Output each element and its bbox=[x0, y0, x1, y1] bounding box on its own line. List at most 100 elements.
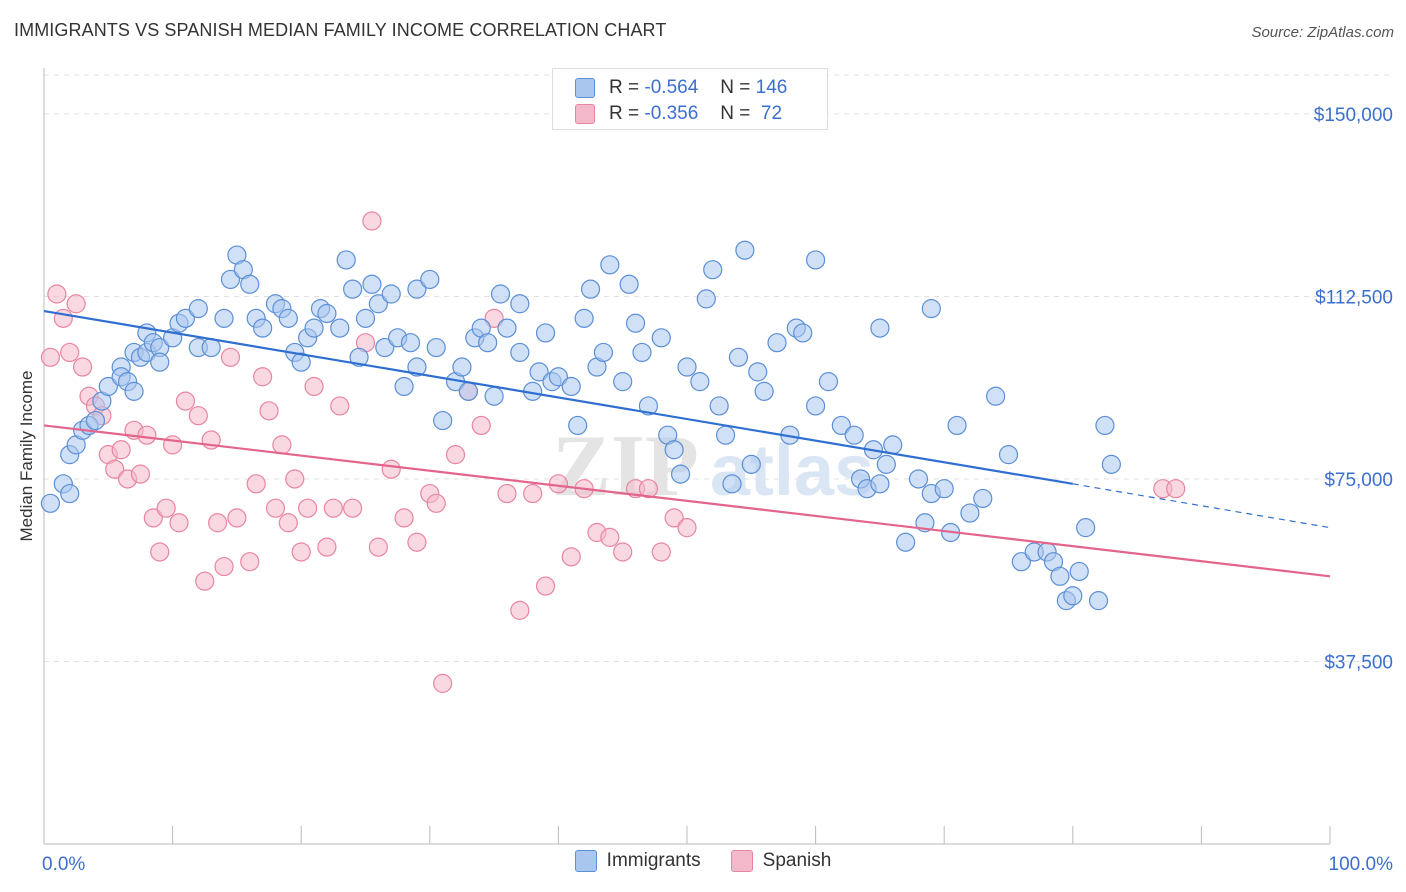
spanish-point bbox=[677, 518, 697, 538]
spanish-point bbox=[195, 571, 215, 591]
immigrants-trend-line bbox=[43, 309, 1073, 485]
spanish-point bbox=[220, 347, 241, 367]
immigrants-point bbox=[40, 493, 61, 513]
spanish-point bbox=[484, 308, 504, 328]
y-tick-label: $150,000 bbox=[1314, 105, 1393, 126]
immigrants-point bbox=[921, 299, 941, 319]
spanish-point bbox=[561, 547, 581, 567]
immigrants-point bbox=[278, 308, 298, 328]
immigrants-point bbox=[317, 303, 337, 324]
spanish-point bbox=[381, 459, 401, 479]
immigrants-point bbox=[709, 396, 729, 416]
spanish-point bbox=[510, 600, 530, 620]
immigrants-point bbox=[60, 483, 80, 504]
spanish-point bbox=[227, 508, 247, 528]
r-label: R = bbox=[609, 77, 640, 98]
immigrants-point bbox=[535, 323, 556, 343]
spanish-point bbox=[285, 469, 305, 489]
legend-row-immigrants: R = -0.564 N = 146 bbox=[575, 77, 787, 99]
spanish-trend-line bbox=[43, 424, 1331, 578]
immigrants-point bbox=[304, 318, 324, 338]
spanish-point bbox=[259, 401, 279, 421]
immigrants-point bbox=[349, 347, 369, 367]
immigrants-point bbox=[1088, 591, 1109, 611]
immigrants-point bbox=[690, 372, 710, 392]
immigrants-point bbox=[426, 337, 446, 358]
spanish-point bbox=[169, 513, 189, 533]
immigrants-point bbox=[748, 362, 768, 382]
spanish-point bbox=[214, 556, 234, 577]
immigrants-point bbox=[490, 284, 511, 304]
immigrants-point bbox=[883, 435, 903, 455]
immigrants-point bbox=[870, 318, 890, 338]
spanish-point bbox=[535, 576, 556, 596]
immigrants-point bbox=[407, 279, 427, 299]
spanish-point bbox=[600, 527, 620, 547]
spanish-point bbox=[343, 498, 363, 518]
spanish-point bbox=[471, 415, 491, 436]
immigrants-point bbox=[934, 479, 954, 499]
spanish-point bbox=[66, 294, 86, 314]
grid-lines bbox=[44, 74, 1390, 662]
spanish-point bbox=[188, 406, 208, 426]
legend-swatch-pink bbox=[575, 104, 595, 124]
n-label: N = bbox=[720, 77, 751, 98]
immigrants-point bbox=[831, 415, 851, 436]
immigrants-point bbox=[728, 347, 749, 367]
spanish-point bbox=[407, 532, 427, 552]
immigrants-point bbox=[175, 308, 196, 328]
immigrants-point bbox=[973, 488, 993, 509]
spanish-point bbox=[272, 435, 292, 455]
immigrants-point bbox=[355, 308, 376, 328]
immigrants-point bbox=[715, 425, 736, 445]
n-value: 72 bbox=[755, 103, 783, 124]
immigrants-point bbox=[478, 333, 498, 353]
immigrants-point bbox=[664, 440, 684, 460]
spanish-point bbox=[368, 537, 388, 557]
immigrants-point bbox=[214, 308, 234, 328]
immigrants-point bbox=[484, 386, 504, 406]
series-legend: Immigrants Spanish bbox=[0, 850, 1406, 872]
immigrants-point bbox=[1101, 454, 1121, 474]
immigrants-point bbox=[870, 474, 890, 494]
immigrants-point bbox=[420, 269, 440, 290]
legend-swatch-blue bbox=[575, 78, 595, 98]
immigrants-point bbox=[600, 255, 620, 275]
immigrants-point bbox=[651, 328, 671, 348]
immigrants-point bbox=[613, 372, 633, 392]
immigrants-point bbox=[818, 372, 839, 392]
immigrants-point bbox=[1063, 586, 1083, 606]
immigrants-point bbox=[947, 415, 967, 436]
spanish-point bbox=[278, 513, 298, 533]
spanish-point bbox=[40, 347, 61, 367]
immigrants-point bbox=[510, 342, 530, 363]
immigrants-point bbox=[1011, 552, 1031, 572]
immigrants-point bbox=[568, 415, 588, 436]
immigrants-point bbox=[960, 503, 980, 523]
legend-label: Spanish bbox=[762, 850, 832, 871]
immigrants-point bbox=[220, 269, 241, 290]
immigrants-point bbox=[908, 469, 929, 489]
immigrants-point bbox=[703, 260, 723, 280]
watermark: ZIP atlas bbox=[552, 418, 874, 515]
legend-item-immigrants: Immigrants bbox=[574, 850, 701, 872]
immigrants-point bbox=[362, 274, 382, 294]
spanish-point bbox=[47, 284, 67, 304]
immigrants-point bbox=[561, 376, 581, 397]
spanish-point bbox=[497, 483, 517, 504]
source-label: Source: ZipAtlas.com bbox=[1251, 24, 1394, 41]
immigrants-point bbox=[670, 464, 691, 484]
spanish-point bbox=[433, 673, 453, 693]
spanish-point bbox=[253, 367, 273, 387]
immigrants-point bbox=[452, 357, 472, 377]
spanish-point bbox=[240, 552, 260, 572]
n-value: 146 bbox=[755, 77, 788, 98]
immigrants-point bbox=[407, 357, 427, 377]
spanish-point bbox=[613, 542, 633, 562]
immigrants-points bbox=[40, 240, 1121, 611]
immigrants-point bbox=[735, 240, 755, 260]
y-tick-labels: $37,500 $75,000 $112,500 $150,000 bbox=[1314, 105, 1393, 674]
immigrants-point bbox=[336, 250, 356, 270]
spanish-point bbox=[130, 464, 151, 484]
spanish-point bbox=[111, 440, 131, 460]
